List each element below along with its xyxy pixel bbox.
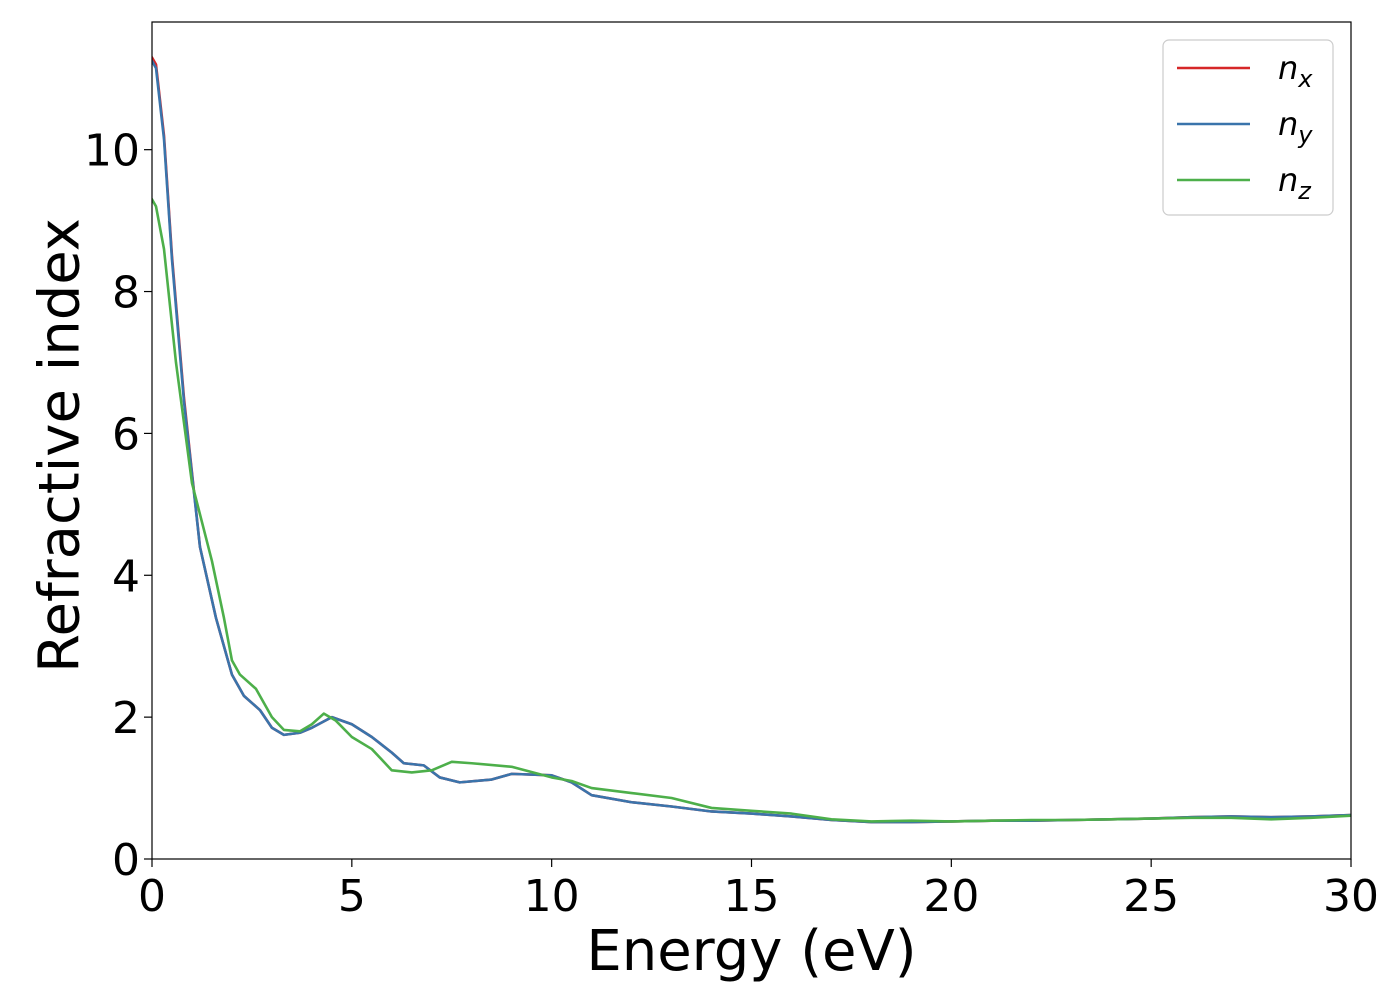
x-tick-label: 0 xyxy=(138,871,166,922)
y-axis-label: Refractive index xyxy=(28,218,93,673)
legend-item-x: nx xyxy=(1177,49,1313,93)
x-tick-label: 5 xyxy=(338,871,366,922)
y-tick-label: 0 xyxy=(112,835,140,886)
legend-label: nz xyxy=(1278,161,1312,205)
series-line-z xyxy=(152,198,1351,823)
y-tick-label: 6 xyxy=(112,409,140,460)
x-tick-label: 15 xyxy=(724,871,780,922)
y-axis-ticks: 0 2 4 6 8 10 xyxy=(84,126,152,886)
series-layer xyxy=(152,56,1351,824)
legend-box xyxy=(1162,39,1334,216)
y-tick-label: 8 xyxy=(112,268,140,319)
legend-item-y: ny xyxy=(1177,105,1313,149)
x-tick-label: 20 xyxy=(923,871,979,922)
x-tick-label: 25 xyxy=(1123,871,1179,922)
x-axis-ticks: 0 5 10 15 20 25 30 xyxy=(138,859,1379,922)
x-tick-label: 30 xyxy=(1323,871,1379,922)
legend-label: nx xyxy=(1278,49,1313,93)
legend: nx ny nz xyxy=(1162,39,1334,216)
y-tick-label: 10 xyxy=(84,126,140,177)
legend-item-z: nz xyxy=(1177,161,1312,205)
y-tick-label: 2 xyxy=(112,693,140,744)
x-tick-label: 10 xyxy=(524,871,580,922)
y-tick-label: 4 xyxy=(112,551,140,602)
x-axis-label: Energy (eV) xyxy=(586,919,916,984)
legend-label: ny xyxy=(1278,105,1313,149)
